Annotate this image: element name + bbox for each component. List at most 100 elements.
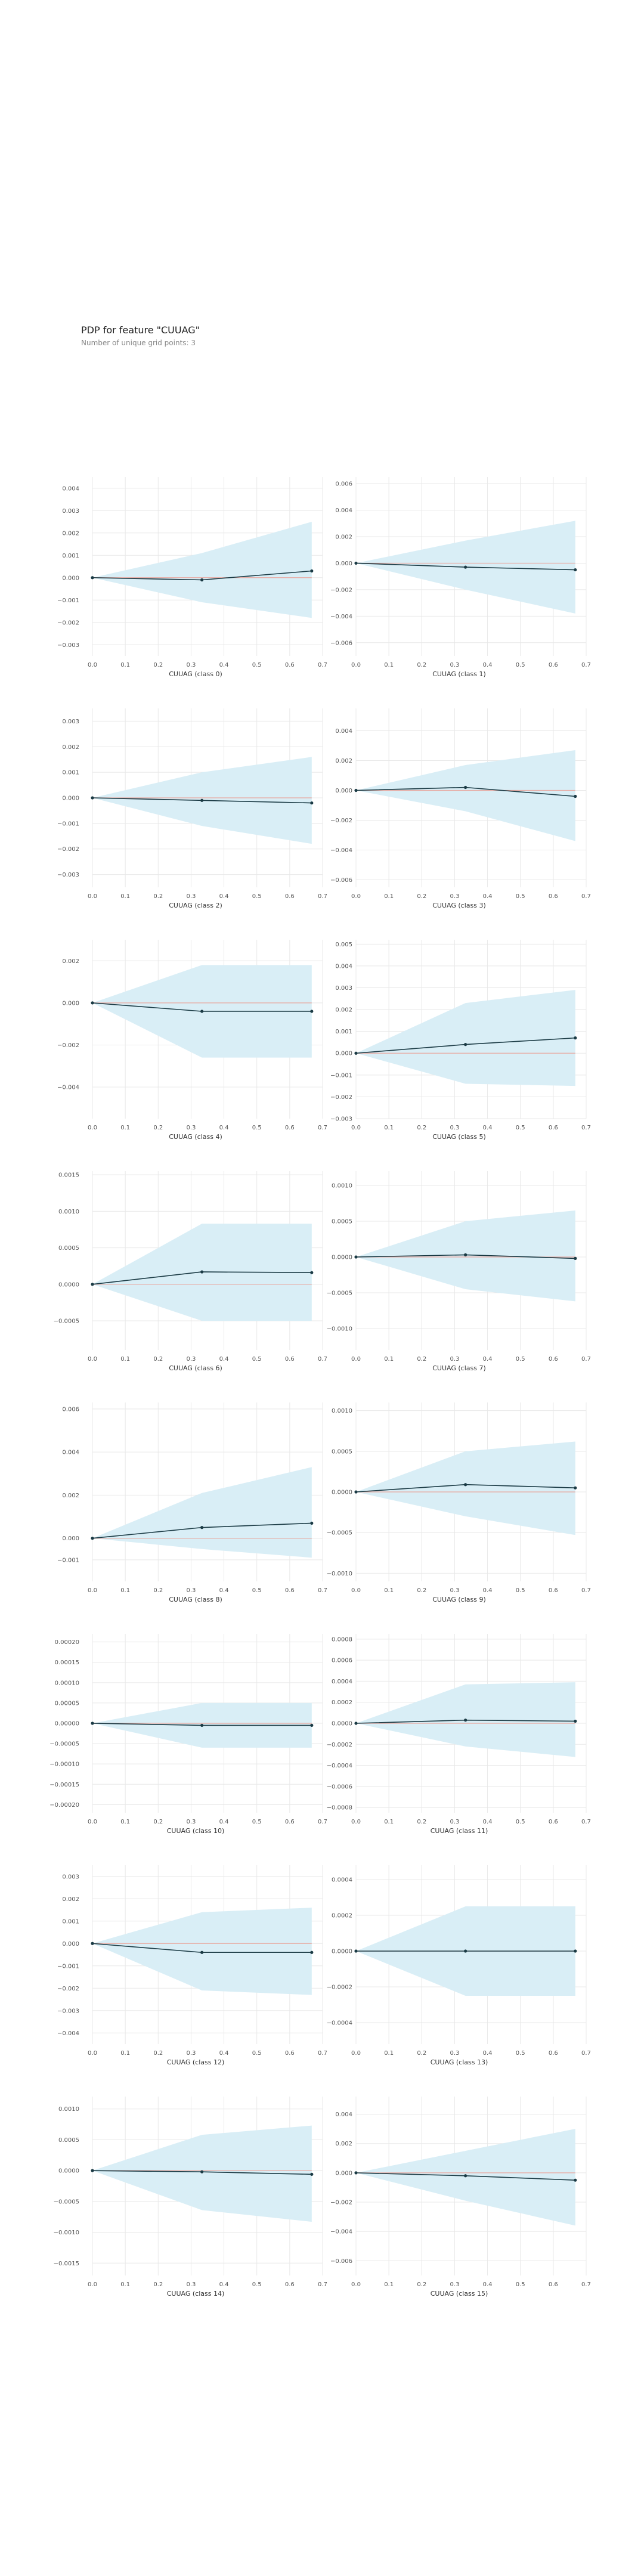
x-tick-label: 0.5: [252, 1587, 262, 1594]
y-tick-label: −0.0010: [327, 1326, 352, 1333]
pdp-point: [464, 1043, 467, 1046]
y-tick-label: 0.000: [335, 2170, 352, 2176]
y-tick-label: 0.002: [335, 1007, 352, 1014]
x-tick-label: 0.5: [252, 2281, 262, 2288]
pdp-point: [200, 798, 204, 802]
y-tick-label: −0.002: [57, 846, 79, 853]
y-tick-label: −0.00020: [49, 1802, 79, 1809]
pdp-point: [464, 2174, 467, 2178]
pdp-point: [200, 1010, 204, 1013]
x-tick-label: 0.6: [285, 1819, 295, 1825]
x-tick-label: 0.4: [483, 1587, 493, 1594]
page-subtitle: Number of unique grid points: 3: [81, 339, 196, 347]
x-tick-label: 0.4: [483, 662, 493, 668]
x-tick-label: 0.7: [581, 2281, 591, 2288]
x-tick-label: 0.3: [450, 2050, 459, 2057]
x-axis-label: CUUAG (class 9): [432, 1596, 486, 1603]
x-tick-label: 0.2: [153, 1356, 163, 1363]
y-tick-label: 0.002: [62, 1896, 79, 1903]
x-tick-label: 0.4: [483, 1125, 493, 1131]
y-tick-label: 0.002: [335, 2141, 352, 2147]
y-tick-label: −0.002: [57, 1042, 79, 1049]
y-tick-label: 0.0005: [332, 1219, 352, 1225]
y-tick-label: 0.0000: [58, 2168, 79, 2175]
x-tick-label: 0.3: [450, 662, 459, 668]
y-tick-label: −0.0005: [327, 1530, 352, 1537]
y-tick-label: 0.002: [62, 530, 79, 537]
y-tick-label: −0.004: [57, 1085, 79, 1091]
x-tick-label: 0.2: [153, 2050, 163, 2057]
pdp-point: [574, 1486, 577, 1490]
y-tick-label: 0.003: [62, 1874, 79, 1880]
pdp-point: [574, 2178, 577, 2182]
y-tick-label: −0.001: [57, 1963, 79, 1970]
pdp-panel-class-13: 0.0 0.1 0.2 0.3 0.4 0.5 0.6 0.7 0.0004 0.0002 0.00…: [327, 1865, 591, 2066]
x-tick-label: 0.2: [153, 893, 163, 900]
x-axis-label: CUUAG (class 6): [169, 1364, 222, 1372]
y-tick-label: −0.0005: [54, 1318, 79, 1325]
y-tick-label: 0.0002: [332, 1699, 352, 1706]
pdp-point: [574, 1949, 577, 1953]
x-tick-label: 0.6: [549, 893, 558, 900]
y-tick-label: −0.001: [57, 821, 79, 827]
x-tick-label: 0.2: [417, 1587, 426, 1594]
y-tick-label: 0.0005: [58, 2137, 79, 2144]
pdp-point: [91, 1001, 94, 1005]
x-tick-label: 0.5: [252, 2050, 262, 2057]
x-tick-label: 0.0: [351, 662, 361, 668]
pdp-point: [310, 1950, 314, 1954]
pdp-panel-class-3: 0.0 0.1 0.2 0.3 0.4 0.5 0.6 0.7 0.004 0.002 0.000 −…: [330, 708, 591, 909]
x-tick-label: 0.5: [516, 1125, 525, 1131]
y-tick-label: −0.00010: [49, 1761, 79, 1768]
y-tick-label: −0.004: [330, 847, 352, 854]
pdp-point: [464, 785, 467, 789]
x-tick-label: 0.3: [186, 2281, 196, 2288]
x-tick-label: 0.6: [285, 2281, 295, 2288]
pdp-panel-class-14: 0.0 0.1 0.2 0.3 0.4 0.5 0.6 0.7 0.0010 0.0005 0.00…: [54, 2097, 327, 2298]
x-tick-label: 0.5: [516, 2050, 525, 2057]
x-tick-label: 0.6: [285, 2050, 295, 2057]
pdp-panel-class-9: 0.0 0.1 0.2 0.3 0.4 0.5 0.6 0.7 0.0010 0.0005 0.00…: [327, 1402, 591, 1603]
x-tick-label: 0.1: [120, 662, 130, 668]
x-tick-label: 0.4: [219, 893, 229, 900]
y-tick-label: −0.0004: [327, 1763, 352, 1769]
y-tick-label: 0.004: [62, 1450, 79, 1456]
x-tick-label: 0.5: [516, 1819, 525, 1825]
page-title: PDP for feature "CUUAG": [81, 324, 200, 336]
x-tick-label: 0.3: [186, 893, 196, 900]
y-tick-label: −0.0006: [327, 1784, 352, 1790]
pdp-point: [354, 1255, 358, 1259]
pdp-point: [200, 2170, 204, 2174]
y-tick-label: 0.004: [335, 963, 352, 970]
x-tick-label: 0.1: [384, 1125, 394, 1131]
y-tick-label: 0.000: [62, 1000, 79, 1007]
pdp-point: [464, 565, 467, 569]
pdp-point: [354, 1051, 358, 1055]
x-tick-label: 0.4: [219, 1587, 229, 1594]
y-tick-label: −0.001: [330, 1072, 352, 1079]
pdp-panel-class-0: 0.0 0.1 0.2 0.3 0.4 0.5 0.6 0.7 0.004 0.003 0.002 0…: [57, 477, 327, 678]
y-tick-label: 0.002: [62, 1493, 79, 1499]
y-tick-label: 0.0015: [58, 1172, 79, 1179]
x-tick-label: 0.1: [384, 893, 394, 900]
y-tick-label: 0.001: [62, 1918, 79, 1925]
x-tick-label: 0.7: [318, 893, 327, 900]
y-tick-label: 0.0008: [332, 1636, 352, 1643]
y-tick-label: 0.003: [335, 985, 352, 992]
x-tick-label: 0.2: [417, 2050, 426, 2057]
y-tick-label: 0.00010: [55, 1680, 79, 1686]
y-tick-label: −0.001: [57, 1557, 79, 1563]
pdp-point: [574, 1719, 577, 1723]
x-axis-label: CUUAG (class 4): [169, 1133, 222, 1141]
x-tick-label: 0.4: [483, 2050, 493, 2057]
pdp-point: [91, 1942, 94, 1945]
y-tick-label: −0.006: [330, 2258, 352, 2265]
pdp-point: [354, 788, 358, 792]
y-tick-label: 0.001: [62, 553, 79, 559]
y-tick-label: 0.0000: [58, 1281, 79, 1288]
x-axis-label: CUUAG (class 1): [432, 670, 486, 678]
y-tick-label: −0.003: [57, 642, 79, 649]
pdp-panel-class-12: 0.0 0.1 0.2 0.3 0.4 0.5 0.6 0.7 0.003 0.002 0.001 0…: [57, 1865, 327, 2066]
x-tick-label: 0.1: [120, 1587, 130, 1594]
